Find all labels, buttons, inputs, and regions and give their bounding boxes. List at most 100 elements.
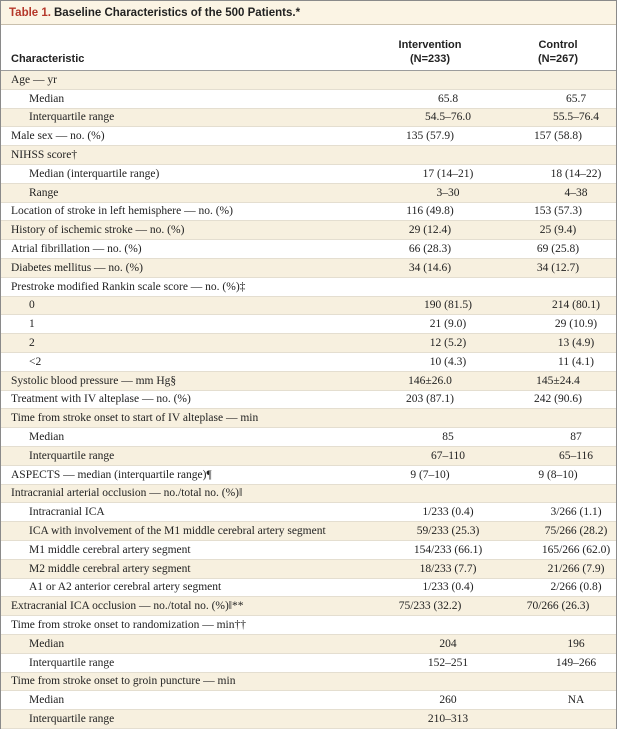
row-control-value: 18 (14–22) xyxy=(550,167,602,180)
table-row: History of ischemic stroke — no. (%) 29 (… xyxy=(1,221,616,241)
row-control-value: 29 (10.9) xyxy=(554,318,598,331)
row-intervention-value: 85 xyxy=(442,431,454,444)
row-intervention-value: 154/233 (66.1) xyxy=(413,543,483,556)
row-label: Median xyxy=(29,637,65,650)
row-control-value: 153 (57.3) xyxy=(534,205,582,218)
row-label: 2 xyxy=(29,337,35,350)
table-row: Intracranial ICA 1/233 (0.4) 3/266 (1.1) xyxy=(1,503,616,523)
row-intervention-value: 190 (81.5) xyxy=(424,299,472,312)
table-row: Median (interquartile range) 17 (14–21) 18… xyxy=(1,164,616,184)
row-intervention-value: 34 (14.6) xyxy=(408,261,452,274)
row-intervention-value: 12 (5.2) xyxy=(429,337,467,350)
row-control-value: 55.5–76.4 xyxy=(553,111,599,124)
table-row: Interquartile range 152–251 149–266 xyxy=(1,653,616,673)
row-intervention-value: 210–313 xyxy=(427,712,469,725)
row-label: Location of stroke in left hemisphere — … xyxy=(11,205,233,218)
row-intervention-value: 116 (49.8) xyxy=(406,205,454,218)
row-label: NIHSS score† xyxy=(11,149,78,162)
row-label: Median (interquartile range) xyxy=(29,167,160,180)
table-row: M1 middle cerebral artery segment 154/233… xyxy=(1,540,616,560)
row-label: Range xyxy=(29,186,59,199)
row-label: Intracranial arterial occlusion — no./to… xyxy=(11,487,243,500)
row-control-value: 34 (12.7) xyxy=(536,261,580,274)
header-intervention: Intervention (N=233) xyxy=(366,38,494,70)
row-label: Median xyxy=(29,92,65,105)
row-label: Extracranial ICA occlusion — no./total n… xyxy=(11,600,244,613)
row-label: ASPECTS — median (interquartile range)¶ xyxy=(11,468,212,481)
table-row: Atrial fibrillation — no. (%) 66 (28.3) 69… xyxy=(1,240,616,259)
row-label: Median xyxy=(29,694,65,707)
row-label: Interquartile range xyxy=(29,111,115,124)
row-control-value: 4–38 xyxy=(564,186,588,199)
header-intervention-n: (N=233) xyxy=(409,53,451,65)
row-intervention-value: 204 xyxy=(439,637,457,650)
row-label: Intracranial ICA xyxy=(29,506,105,519)
row-label: Diabetes mellitus — no. (%) xyxy=(11,261,143,274)
header-characteristic: Characteristic xyxy=(11,53,85,65)
row-label: Time from stroke onset to randomization … xyxy=(11,619,246,631)
table-row: Time from stroke onset to start of IV al… xyxy=(1,409,616,429)
row-label: <2 xyxy=(29,355,42,368)
row-intervention-value: 59/233 (25.3) xyxy=(416,525,480,538)
row-intervention-value: 1/233 (0.4) xyxy=(422,506,474,519)
table-title: Baseline Characteristics of the 500 Pati… xyxy=(53,6,301,19)
row-intervention-value: 65.8 xyxy=(437,92,459,105)
row-intervention-value: 18/233 (7.7) xyxy=(419,562,477,575)
table-row: Age — yr xyxy=(1,71,616,90)
row-intervention-value: 9 (7–10) xyxy=(410,468,450,481)
row-label: ICA with involvement of the M1 middle ce… xyxy=(29,525,326,538)
table-row: <2 10 (4.3) 11 (4.1) xyxy=(1,352,616,372)
row-control-value: 214 (80.1) xyxy=(552,299,600,312)
row-label: Median xyxy=(29,431,65,444)
table-row: Median 260 NA xyxy=(1,691,616,711)
row-intervention-value: 203 (87.1) xyxy=(406,393,454,406)
table-row: Time from stroke onset to groin puncture… xyxy=(1,672,616,692)
row-intervention-value: 10 (4.3) xyxy=(429,355,467,368)
row-control-value: 2/266 (0.8) xyxy=(550,581,602,594)
header-control: Control (N=267) xyxy=(494,38,619,70)
row-intervention-value: 66 (28.3) xyxy=(408,243,452,256)
row-label: Treatment with IV alteplase — no. (%) xyxy=(11,393,191,406)
row-control-value: 75/266 (28.2) xyxy=(544,525,608,538)
row-intervention-value: 67–110 xyxy=(430,449,466,462)
row-label: Systolic blood pressure — mm Hg§ xyxy=(11,374,177,387)
row-control-value: 242 (90.6) xyxy=(534,393,582,406)
table-row: 2 12 (5.2) 13 (4.9) xyxy=(1,334,616,353)
row-control-value: 165/266 (62.0) xyxy=(541,543,611,556)
row-label: Interquartile range xyxy=(29,449,115,462)
table-row: Median 204 196 xyxy=(1,634,616,654)
header-intervention-label: Intervention xyxy=(398,39,462,51)
row-control-value: 65–116 xyxy=(558,449,594,462)
row-label: Atrial fibrillation — no. (%) xyxy=(11,243,142,256)
table-row: Prestroke modified Rankin scale score — … xyxy=(1,277,616,297)
row-intervention-value: 3–30 xyxy=(436,186,460,199)
row-control-value: 25 (9.4) xyxy=(539,224,577,237)
row-control-value: 11 (4.1) xyxy=(558,355,594,368)
row-label: 0 xyxy=(29,299,35,312)
table-row: 0 190 (81.5) 214 (80.1) xyxy=(1,296,616,316)
row-label: M2 middle cerebral artery segment xyxy=(29,562,191,575)
row-control-value: 157 (58.8) xyxy=(534,130,582,143)
row-control-value: 87 xyxy=(570,431,582,444)
row-intervention-value: 21 (9.0) xyxy=(429,318,467,331)
row-intervention-value: 75/233 (32.2) xyxy=(398,600,462,613)
table-row: Interquartile range 210–313 xyxy=(1,710,616,729)
table-row: Location of stroke in left hemisphere — … xyxy=(1,202,616,222)
row-intervention-value: 152–251 xyxy=(427,656,469,669)
table-body: Age — yr Median 65.8 65.7 Interquartile rang… xyxy=(1,71,616,729)
table-number: Table 1. xyxy=(9,6,51,19)
row-label: History of ischemic stroke — no. (%) xyxy=(11,224,185,237)
table-row: Time from stroke onset to randomization … xyxy=(1,616,616,635)
row-control-value: 13 (4.9) xyxy=(557,337,595,350)
table-row: Male sex — no. (%) 135 (57.9) 157 (58.8) xyxy=(1,127,616,147)
table-row: Range 3–30 4–38 xyxy=(1,183,616,203)
row-label: Male sex — no. (%) xyxy=(11,130,105,143)
header-control-n: (N=267) xyxy=(537,53,579,65)
row-control-value: 3/266 (1.1) xyxy=(550,506,602,519)
table-row: Systolic blood pressure — mm Hg§ 146±26.0… xyxy=(1,371,616,391)
table-row: Interquartile range 67–110 65–116 xyxy=(1,446,616,466)
row-control-value: 69 (25.8) xyxy=(536,243,580,256)
row-label: Interquartile range xyxy=(29,656,115,669)
row-label: Prestroke modified Rankin scale score — … xyxy=(11,280,246,293)
